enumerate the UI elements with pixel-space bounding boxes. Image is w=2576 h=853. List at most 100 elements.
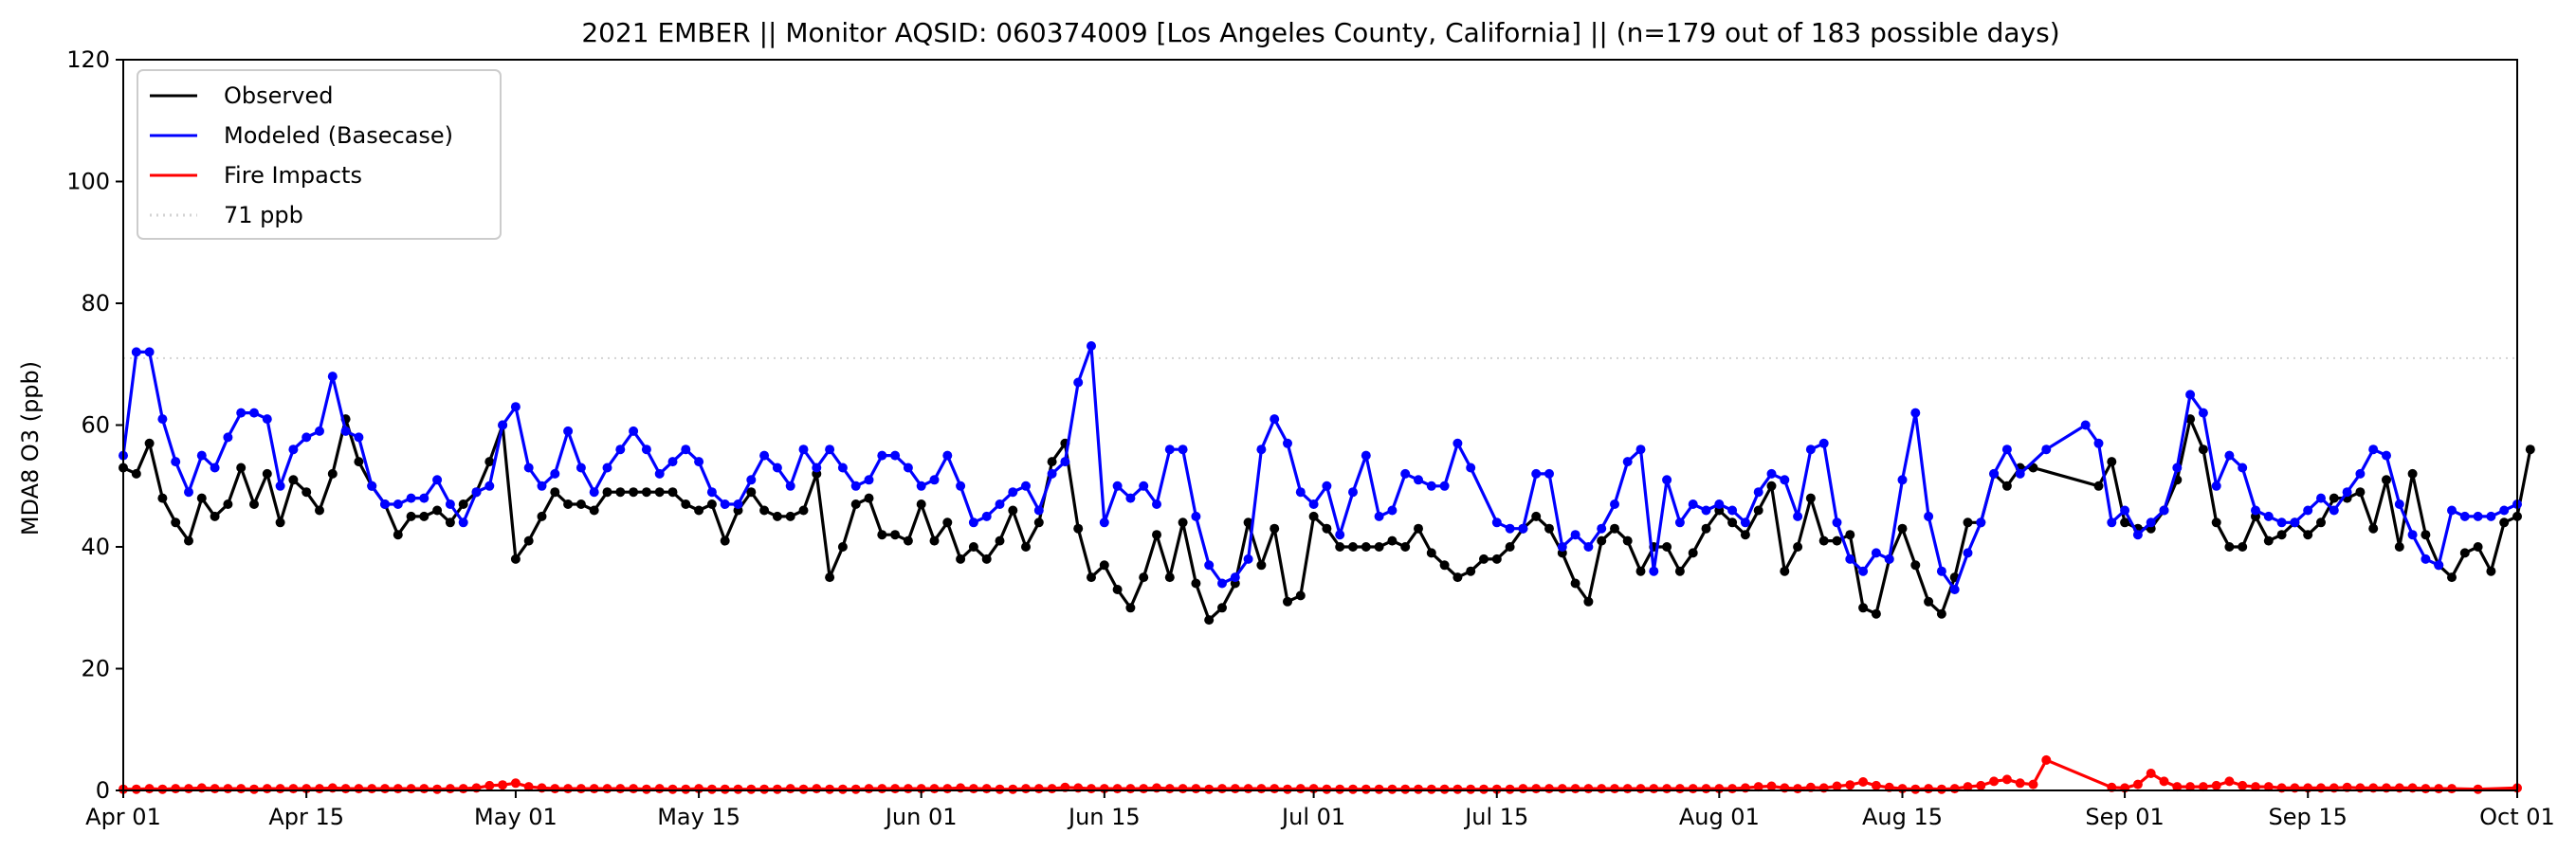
data-point xyxy=(1884,554,1894,564)
data-point xyxy=(1924,511,1934,521)
data-point xyxy=(2303,505,2313,516)
data-point xyxy=(432,784,443,794)
data-point xyxy=(1112,784,1123,794)
data-point xyxy=(825,784,835,794)
data-point xyxy=(1270,523,1280,534)
data-point xyxy=(1230,784,1240,794)
data-point xyxy=(1152,499,1161,509)
data-point xyxy=(1766,781,1777,791)
data-point xyxy=(1256,784,1267,794)
data-point xyxy=(144,784,155,794)
data-point xyxy=(354,432,364,443)
data-point xyxy=(1714,499,1725,509)
data-point xyxy=(510,554,521,564)
data-point xyxy=(1361,784,1371,794)
data-point xyxy=(380,499,390,509)
data-point xyxy=(2001,774,2012,785)
data-point xyxy=(1688,499,1698,509)
data-point xyxy=(956,554,966,564)
data-point xyxy=(2290,517,2300,528)
data-point xyxy=(1674,566,1685,576)
data-point xyxy=(1793,784,1803,794)
data-point xyxy=(1858,603,1869,613)
data-point xyxy=(288,445,299,455)
y-tick-label: 100 xyxy=(66,169,110,195)
data-point xyxy=(1204,615,1215,626)
data-point xyxy=(995,535,1005,546)
data-point xyxy=(812,784,822,794)
data-point xyxy=(1936,566,1946,576)
series-observed xyxy=(119,414,2535,626)
data-point xyxy=(1701,505,1711,516)
data-point xyxy=(2342,487,2352,498)
data-point xyxy=(184,535,193,546)
legend-box xyxy=(137,69,502,240)
data-point xyxy=(196,450,207,461)
data-point xyxy=(2198,445,2208,455)
data-point xyxy=(1989,776,2000,787)
data-point xyxy=(537,481,547,491)
data-point xyxy=(1518,523,1528,534)
data-point xyxy=(2368,523,2379,534)
data-point xyxy=(210,511,220,521)
data-point xyxy=(1073,377,1084,388)
data-point xyxy=(2001,481,2012,491)
data-point xyxy=(798,505,809,516)
data-point xyxy=(1348,784,1358,794)
data-point xyxy=(1531,784,1542,794)
data-point xyxy=(2355,487,2366,498)
data-point xyxy=(1087,784,1096,794)
data-point xyxy=(1217,578,1227,589)
y-tick-label: 120 xyxy=(66,46,110,73)
data-point xyxy=(445,499,455,509)
data-point xyxy=(968,784,978,794)
data-point xyxy=(2224,450,2235,461)
data-point xyxy=(484,481,495,491)
data-point xyxy=(2001,445,2012,455)
data-point xyxy=(1361,450,1371,461)
data-point xyxy=(1832,517,1842,528)
data-point xyxy=(275,481,285,491)
data-point xyxy=(1414,784,1423,794)
data-point xyxy=(641,445,651,455)
data-point xyxy=(772,511,782,521)
data-point xyxy=(340,426,351,436)
data-point xyxy=(772,463,782,473)
data-point xyxy=(1270,414,1280,425)
data-point xyxy=(785,481,795,491)
data-point xyxy=(2368,445,2379,455)
data-point xyxy=(2263,535,2274,546)
data-point xyxy=(1780,475,1790,485)
data-point xyxy=(157,784,168,794)
data-point xyxy=(327,468,338,479)
data-point xyxy=(1610,784,1619,794)
data-point xyxy=(406,784,416,794)
data-point xyxy=(1845,530,1855,540)
data-point xyxy=(1936,608,1946,619)
data-point xyxy=(1374,511,1384,521)
data-point xyxy=(864,475,874,485)
data-point xyxy=(1622,784,1633,794)
data-point xyxy=(249,408,259,418)
data-point xyxy=(654,487,665,498)
data-point xyxy=(1426,784,1436,794)
data-point xyxy=(1439,784,1450,794)
data-point xyxy=(144,438,155,448)
data-point xyxy=(1740,530,1750,540)
data-point xyxy=(171,517,181,528)
y-tick-label: 60 xyxy=(81,412,110,439)
data-point xyxy=(837,542,848,552)
data-point xyxy=(432,505,443,516)
data-point xyxy=(1191,784,1201,794)
data-point xyxy=(367,784,377,794)
data-point xyxy=(1727,784,1738,794)
data-point xyxy=(1753,782,1763,792)
data-point xyxy=(942,784,953,794)
data-point xyxy=(458,517,468,528)
data-point xyxy=(1491,517,1502,528)
data-point xyxy=(602,784,612,794)
data-point xyxy=(720,784,730,794)
data-point xyxy=(1073,523,1084,534)
data-point xyxy=(1164,572,1175,583)
